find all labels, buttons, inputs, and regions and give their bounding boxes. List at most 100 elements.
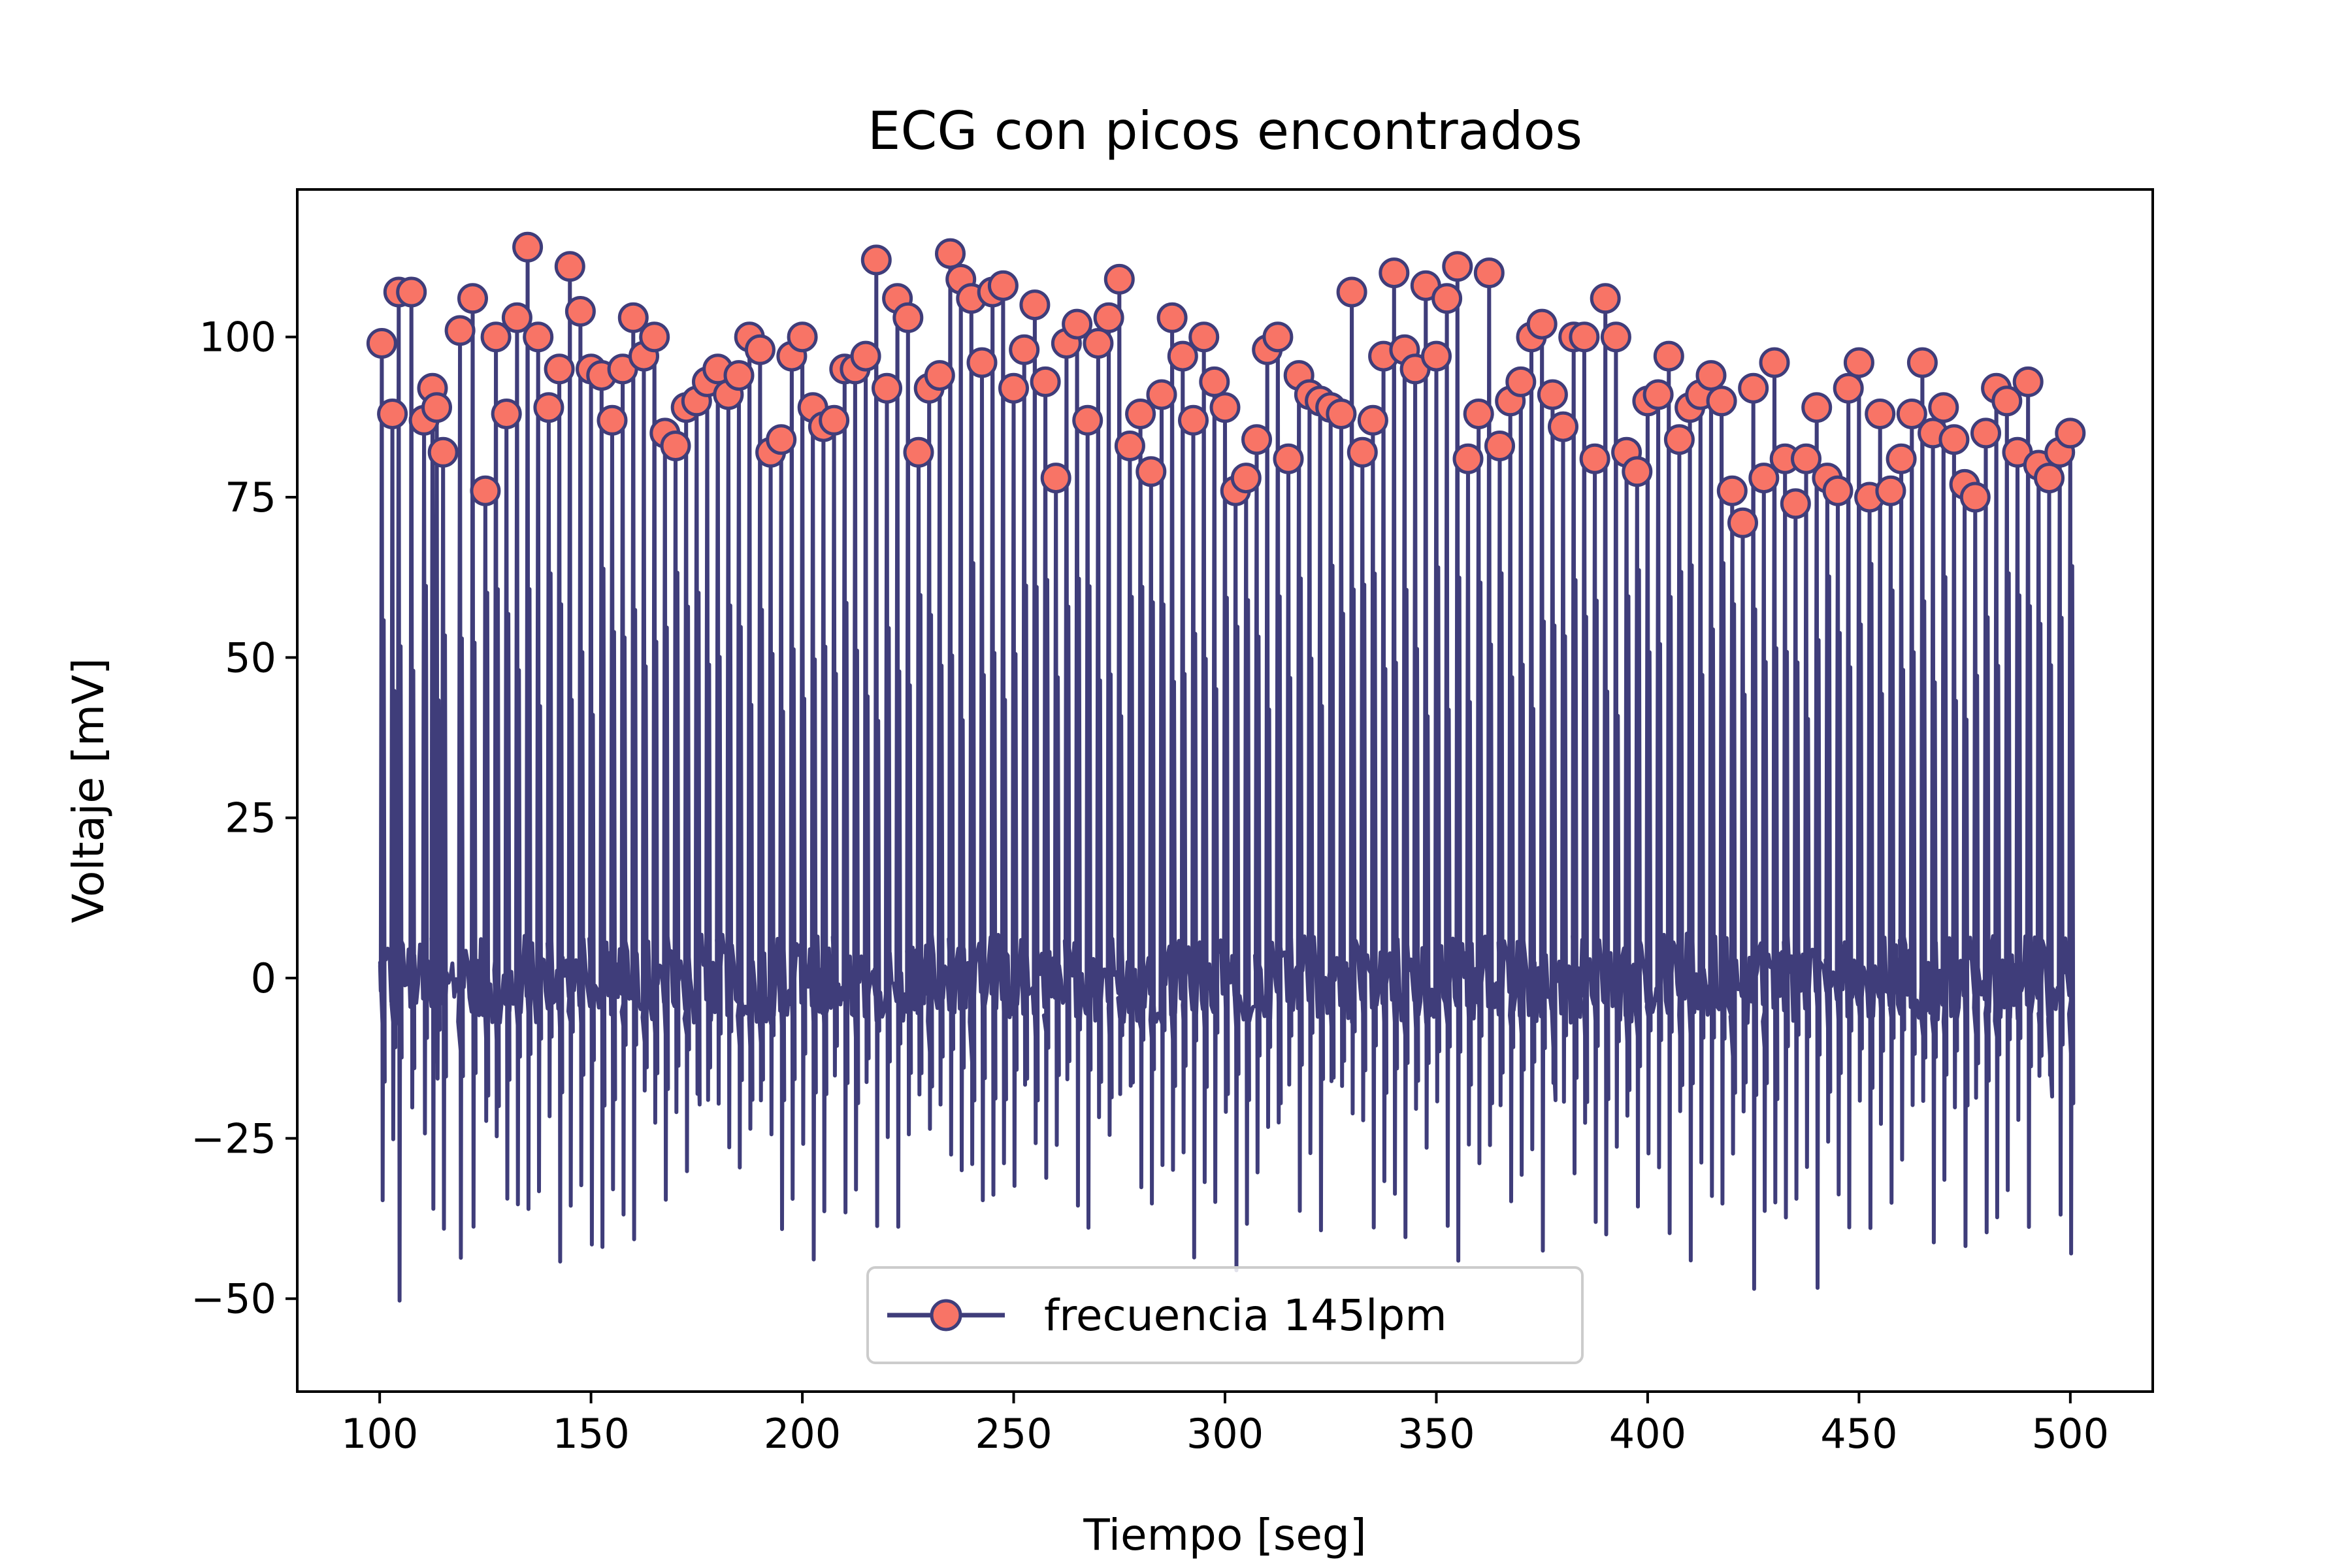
- peak-marker: [1526, 308, 1558, 340]
- peak-marker: [1833, 372, 1864, 404]
- peak-marker: [1463, 399, 1494, 429]
- x-tick-label: 150: [552, 1410, 629, 1458]
- peak-marker: [1738, 372, 1769, 404]
- peak-marker: [892, 302, 924, 333]
- peak-marker: [470, 475, 501, 506]
- peak-marker: [1505, 366, 1537, 397]
- legend-marker: [930, 1299, 962, 1331]
- peak-marker: [1959, 482, 1991, 513]
- peak-marker: [1114, 431, 1145, 461]
- peak-marker: [924, 360, 955, 391]
- peak-marker: [1600, 321, 1631, 353]
- peak-marker: [1230, 463, 1262, 494]
- y-tick-label: 75: [225, 474, 276, 521]
- peak-marker: [1167, 340, 1198, 372]
- peak-marker: [1209, 392, 1241, 423]
- peak-marker: [2012, 366, 2044, 397]
- peak-marker: [766, 424, 797, 455]
- peak-marker: [427, 436, 459, 468]
- peak-marker: [1906, 347, 1938, 378]
- peak-marker: [1442, 251, 1473, 282]
- y-tick-label: 50: [225, 634, 276, 681]
- y-tick-label: 0: [251, 955, 276, 1002]
- peak-marker: [1865, 399, 1896, 429]
- x-tick-label: 300: [1186, 1410, 1264, 1458]
- peak-marker: [1156, 302, 1188, 333]
- peak-marker: [2055, 417, 2086, 449]
- peak-marker: [1970, 417, 2001, 449]
- peak-marker: [533, 392, 564, 423]
- peak-marker: [1716, 475, 1748, 506]
- peak-marker: [1062, 308, 1093, 340]
- y-tick-label: −50: [191, 1275, 276, 1323]
- peak-marker: [1347, 436, 1378, 468]
- peak-marker: [421, 392, 452, 423]
- plot-area: [366, 231, 2086, 1303]
- peak-marker: [850, 340, 881, 372]
- peak-marker: [1938, 424, 1970, 455]
- peak-marker: [1072, 404, 1103, 436]
- peak-marker: [819, 404, 850, 436]
- legend-box: [866, 1266, 1584, 1364]
- x-tick-label: 500: [2032, 1410, 2109, 1458]
- x-axis: 100 150 200 250 300 350 400 450 500: [341, 1392, 2109, 1458]
- peak-marker: [1030, 366, 1061, 397]
- peak-marker: [1991, 385, 2023, 417]
- peak-marker: [1273, 443, 1304, 474]
- y-axis-label: Voltaje [mV]: [63, 658, 114, 923]
- x-tick-label: 450: [1820, 1410, 1897, 1458]
- peak-marker: [1622, 456, 1653, 487]
- peak-marker: [1653, 340, 1684, 372]
- peak-marker: [617, 302, 649, 333]
- peak-marker: [1727, 507, 1758, 538]
- peak-marker: [1663, 424, 1695, 455]
- peak-marker: [1188, 321, 1220, 353]
- peak-marker: [1357, 404, 1388, 436]
- peak-marker: [1431, 283, 1463, 314]
- peak-marker: [1886, 443, 1917, 474]
- peak-marker: [1748, 463, 1780, 494]
- peak-marker: [1875, 475, 1906, 506]
- x-tick-label: 350: [1397, 1410, 1475, 1458]
- peak-marker: [1452, 443, 1484, 474]
- y-tick-label: 100: [199, 314, 276, 361]
- peak-marker: [1706, 385, 1737, 417]
- x-tick-label: 100: [341, 1410, 418, 1458]
- peak-marker: [1822, 475, 1854, 506]
- legend-label: frecuencia 145lpm: [1044, 1290, 1447, 1341]
- peak-marker: [1801, 392, 1833, 423]
- peak-marker: [1040, 463, 1071, 494]
- peak-marker: [480, 321, 512, 353]
- peak-marker: [457, 283, 488, 314]
- x-tick-label: 250: [975, 1410, 1052, 1458]
- peak-marker: [554, 251, 585, 282]
- peak-marker: [1083, 328, 1114, 359]
- peak-marker: [1125, 399, 1156, 429]
- peak-marker: [966, 347, 998, 378]
- peak-marker: [987, 270, 1019, 301]
- peak-marker: [1928, 392, 1959, 423]
- peak-marker: [501, 302, 532, 333]
- peak-marker: [396, 276, 427, 308]
- chart-title: ECG con picos encontrados: [868, 101, 1582, 161]
- peak-marker: [1642, 379, 1674, 410]
- peak-markers: [366, 231, 2086, 538]
- peak-marker: [639, 321, 670, 353]
- peak-marker: [1759, 347, 1790, 378]
- peak-marker: [1843, 347, 1874, 378]
- peak-marker: [787, 321, 818, 353]
- peak-marker: [1336, 276, 1367, 308]
- peak-marker: [366, 328, 397, 359]
- peak-marker: [544, 353, 575, 385]
- peak-marker: [491, 399, 522, 429]
- peak-marker: [903, 436, 934, 468]
- peak-marker: [377, 399, 408, 429]
- peak-marker: [1537, 379, 1568, 410]
- peak-marker: [512, 231, 544, 263]
- peak-marker: [1791, 443, 1821, 474]
- peak-marker: [860, 244, 892, 276]
- peak-marker: [1009, 334, 1040, 365]
- peak-marker: [660, 431, 691, 461]
- peak-marker: [1780, 488, 1811, 519]
